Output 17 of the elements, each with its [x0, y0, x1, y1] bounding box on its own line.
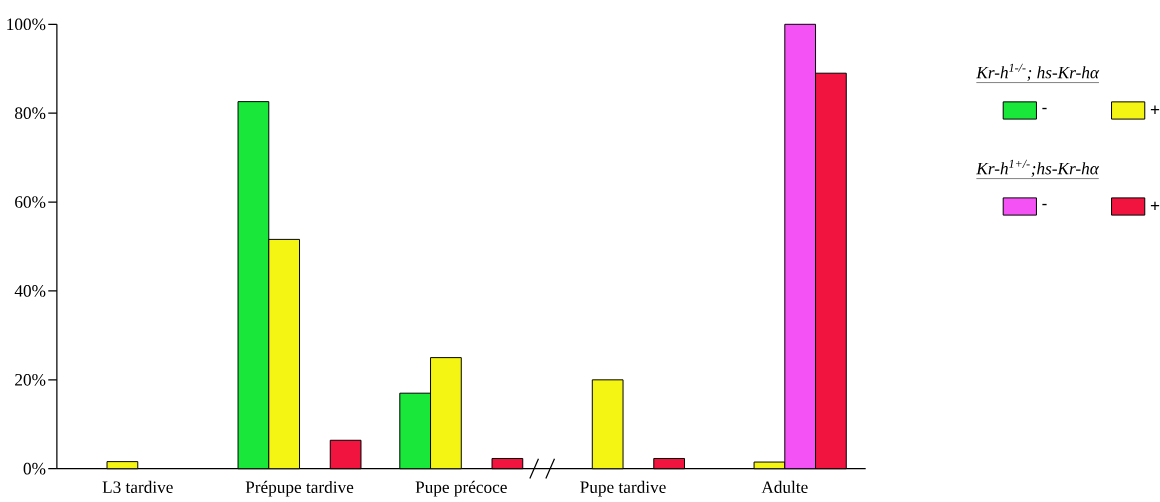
y-tick-label: 100% [7, 18, 46, 31]
legend-label: + [1150, 201, 1160, 210]
x-tick-label: Adulte [761, 480, 808, 493]
legend-label: - [1042, 107, 1047, 110]
legend-label: + [1150, 105, 1160, 114]
legend-label: - [1042, 203, 1047, 206]
y-tick-label: 0% [23, 462, 46, 475]
x-tick-label: Pupe tardive [580, 480, 666, 497]
y-tick-label: 60% [15, 196, 46, 208]
y-tick-label: 80% [15, 107, 46, 119]
text: Kr-h$^{1-/-}$; hs-Kr-hα [976, 63, 1100, 81]
text: Kr-h$^{1+/-}$;hs-Kr-hα [976, 159, 1100, 177]
y-tick-label: 20% [15, 373, 46, 386]
x-tick-label: L3 tardive [102, 480, 173, 493]
x-tick-label: Prépupe tardive [245, 480, 354, 497]
x-tick-label: Pupe précoce [415, 480, 507, 497]
y-tick-label: 40% [14, 284, 46, 297]
